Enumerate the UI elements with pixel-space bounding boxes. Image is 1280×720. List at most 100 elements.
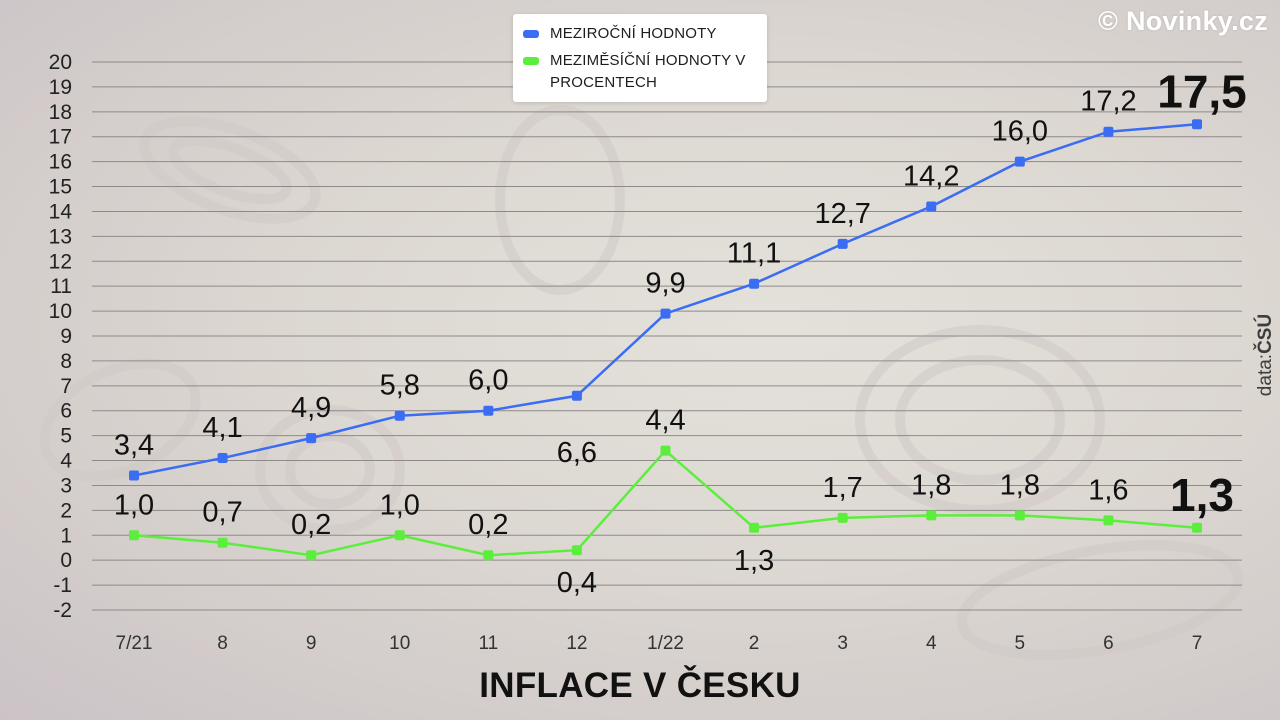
x-tick-label: 2 — [749, 633, 760, 654]
x-tick-label: 6 — [1103, 633, 1114, 654]
x-tick-label: 3 — [837, 633, 848, 654]
x-tick-label: 8 — [217, 633, 228, 654]
y-tick-label: 15 — [49, 176, 72, 199]
data-source-prefix: data: — [1255, 353, 1276, 397]
data-label: 1,8 — [1000, 469, 1040, 501]
data-labels: 3,4 4,1 4,9 5,8 6,0 6,6 9,9 11,1 12,7 14,2 16,0 17,… — [114, 65, 1247, 599]
data-point — [571, 545, 582, 556]
legend-item-mom: MEZIMĚSÍČNÍ HODNOTY V PROCENTECH — [523, 50, 757, 94]
x-tick-label: 7/21 — [116, 633, 153, 654]
y-tick-label: 20 — [49, 51, 72, 74]
data-label: 11,1 — [727, 238, 781, 270]
data-point — [1014, 510, 1025, 521]
y-tick-label: 17 — [49, 126, 72, 149]
data-point — [129, 470, 139, 481]
data-point — [483, 405, 494, 416]
data-point — [1103, 515, 1114, 526]
data-label: 0,2 — [468, 509, 508, 541]
data-label: 9,9 — [645, 268, 685, 300]
data-label: 6,0 — [468, 365, 508, 397]
x-tick-label: 1/22 — [647, 633, 684, 654]
data-point — [926, 201, 937, 212]
data-label: 4,4 — [645, 405, 685, 437]
data-point — [394, 410, 405, 421]
y-tick-label: 2 — [60, 499, 72, 522]
data-point — [129, 530, 139, 541]
y-tick-label: 19 — [49, 76, 72, 99]
y-tick-label: 7 — [60, 375, 72, 398]
data-label: 1,3 — [734, 545, 774, 577]
series-lines — [129, 119, 1202, 561]
data-point — [217, 537, 228, 548]
data-label: 0,4 — [557, 567, 597, 599]
y-tick-label: 11 — [50, 275, 72, 298]
x-tick-label: 10 — [389, 633, 410, 654]
x-tick-label: 7 — [1192, 633, 1203, 654]
y-tick-label: 14 — [49, 200, 73, 223]
data-point — [306, 550, 317, 561]
data-point — [1014, 156, 1025, 167]
data-source-name: ČSÚ — [1255, 313, 1276, 354]
data-point — [217, 453, 228, 464]
data-point — [1103, 126, 1114, 137]
x-tick-label: 9 — [306, 633, 317, 654]
data-label: 4,9 — [291, 392, 331, 424]
y-tick-label: 6 — [60, 400, 72, 423]
legend-swatch-mom — [523, 57, 539, 65]
data-label: 5,8 — [380, 370, 420, 402]
y-tick-label: 1 — [60, 524, 72, 547]
data-point — [394, 530, 405, 541]
data-label: 0,7 — [202, 497, 242, 529]
x-tick-label: 11 — [478, 633, 498, 654]
data-label: 1,0 — [380, 489, 420, 521]
data-point — [483, 550, 494, 561]
data-label: 1,0 — [114, 489, 154, 521]
y-tick-label: 12 — [49, 250, 72, 273]
data-label: 1,7 — [823, 472, 863, 504]
data-label: 3,4 — [114, 429, 154, 461]
x-tick-label: 12 — [566, 633, 587, 654]
data-label: 1,8 — [911, 469, 951, 501]
legend-item-yoy: MEZIROČNÍ HODNOTY — [523, 23, 757, 45]
y-tick-label: 9 — [60, 325, 72, 348]
y-tick-label: 16 — [49, 151, 72, 174]
data-label: 0,2 — [291, 509, 331, 541]
data-label: 14,2 — [903, 160, 959, 192]
x-tick-label: 4 — [926, 633, 937, 654]
y-tick-label: 10 — [49, 300, 72, 323]
data-point — [837, 238, 848, 249]
data-point — [306, 433, 317, 444]
data-point — [571, 390, 582, 401]
y-tick-label: 5 — [60, 425, 72, 448]
brand-logo[interactable]: © Novinky.cz — [1097, 6, 1268, 36]
y-tick-label: 13 — [49, 225, 72, 248]
y-tick-label: 4 — [60, 450, 72, 473]
legend: MEZIROČNÍ HODNOTY MEZIMĚSÍČNÍ HODNOTY V … — [513, 14, 767, 102]
y-tick-label: 3 — [60, 474, 72, 497]
data-label: 16,0 — [992, 116, 1048, 148]
y-tick-label: 8 — [60, 350, 72, 373]
x-axis-tick-labels: 7/21 8 9 10 11 12 1/22 2 3 4 5 6 7 — [116, 633, 1203, 654]
data-label: 12,7 — [814, 198, 870, 230]
data-source: data:ČSÚ — [1255, 314, 1277, 396]
data-point — [749, 278, 760, 289]
chart-title: INFLACE V ČESKU — [479, 666, 801, 705]
data-point — [660, 445, 671, 456]
data-label: 1,3 — [1170, 469, 1234, 521]
data-point — [749, 522, 760, 533]
y-tick-label: 0 — [60, 549, 72, 572]
y-tick-label: 18 — [49, 101, 72, 124]
legend-label-yoy: MEZIROČNÍ HODNOTY — [550, 25, 717, 42]
data-point — [1192, 522, 1202, 533]
y-tick-label: -1 — [53, 574, 72, 597]
x-tick-label: 5 — [1015, 633, 1026, 654]
data-label: 17,2 — [1080, 86, 1136, 118]
data-label: 17,5 — [1157, 65, 1247, 117]
legend-label-mom: MEZIMĚSÍČNÍ HODNOTY V PROCENTECH — [550, 52, 746, 91]
data-point — [660, 308, 671, 319]
data-point — [926, 510, 937, 521]
data-point — [1192, 119, 1202, 130]
legend-swatch-yoy — [523, 30, 539, 38]
